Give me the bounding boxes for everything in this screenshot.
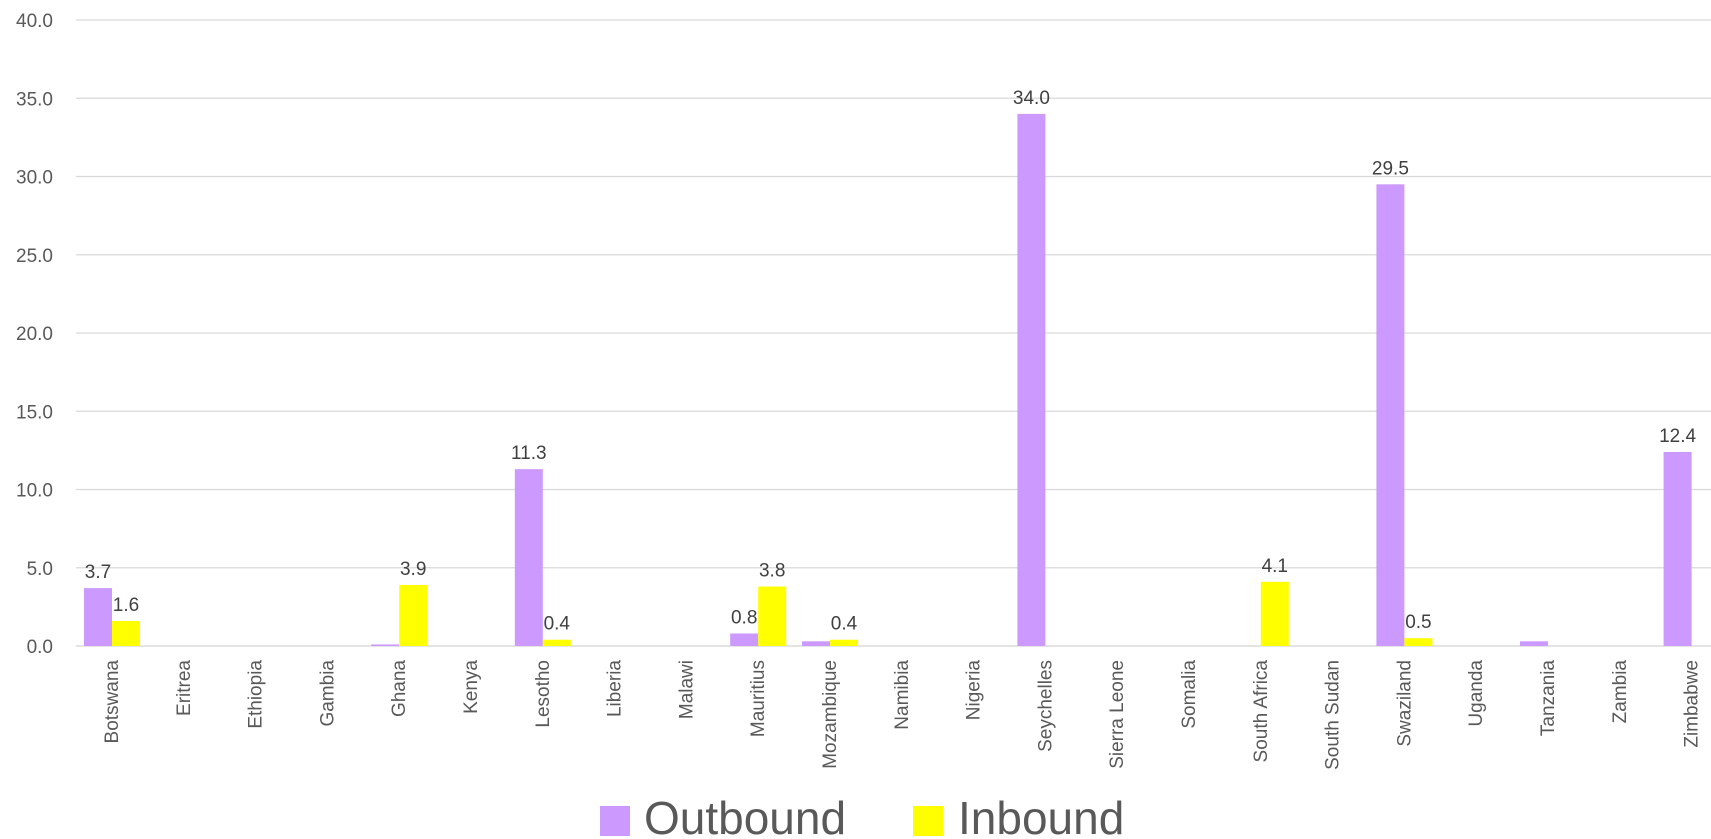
y-axis-tick-labels: 0.0 5.0 10.0 15.0 20.0 25.0 30.0 35.0 40.0 xyxy=(16,11,53,658)
bar-outbound xyxy=(1376,184,1405,646)
y-tick-label: 40.0 xyxy=(16,11,53,32)
bar-outbound xyxy=(371,644,400,646)
y-tick-label: 25.0 xyxy=(16,246,53,267)
data-label-inbound: 0.5 xyxy=(1405,612,1431,633)
bar-outbound xyxy=(730,633,759,646)
y-tick-label: 30.0 xyxy=(16,168,53,189)
data-label-inbound: 0.4 xyxy=(544,614,571,635)
x-category-label: Ghana xyxy=(389,660,410,717)
bar-inbound xyxy=(1404,638,1433,646)
x-category-label: Seychelles xyxy=(1035,660,1056,752)
bar-inbound xyxy=(399,584,428,646)
x-category-label: Zimbabwe xyxy=(1682,660,1703,748)
bar-outbound xyxy=(84,588,112,646)
bar-outbound xyxy=(1663,451,1692,646)
data-label-outbound: 34.0 xyxy=(1013,88,1050,109)
x-category-label: Zambia xyxy=(1610,660,1631,724)
bar-inbound xyxy=(1260,581,1289,646)
x-category-label: Swaziland xyxy=(1394,660,1415,747)
legend: Outbound Inbound xyxy=(600,792,1124,839)
x-category-label: Namibia xyxy=(892,660,913,730)
legend-label-outbound: Outbound xyxy=(644,792,846,839)
bar-outbound xyxy=(1520,641,1548,646)
data-label-outbound: 12.4 xyxy=(1659,426,1696,447)
data-label-outbound: 11.3 xyxy=(511,443,547,464)
bar-outbound xyxy=(514,469,543,646)
x-category-label: Eritrea xyxy=(174,660,195,716)
data-label-inbound: 3.9 xyxy=(400,559,426,580)
y-tick-label: 20.0 xyxy=(16,324,53,345)
data-label-outbound: 0.8 xyxy=(731,607,757,628)
y-tick-label: 5.0 xyxy=(27,559,53,580)
bar-inbound xyxy=(830,639,858,646)
y-tick-label: 0.0 xyxy=(27,637,53,658)
bars xyxy=(84,113,1692,646)
bar-outbound xyxy=(1017,113,1046,646)
y-tick-label: 35.0 xyxy=(16,89,53,110)
x-category-label: Sierra Leone xyxy=(1107,660,1128,769)
x-axis-category-labels: Botswana Eritrea Ethiopia Gambia Ghana Kenya L… xyxy=(102,660,1703,770)
x-category-label: Tanzania xyxy=(1538,660,1559,736)
x-category-label: Kenya xyxy=(461,660,482,714)
x-category-label: Mozambique xyxy=(820,660,841,769)
x-category-label: Botswana xyxy=(102,660,123,744)
x-category-label: Lesotho xyxy=(533,660,554,728)
x-category-label: Ethiopia xyxy=(246,660,267,729)
x-category-label: Mauritius xyxy=(748,660,769,737)
data-label-outbound: 29.5 xyxy=(1372,158,1409,179)
data-label-inbound: 4.1 xyxy=(1262,556,1288,577)
bar-inbound xyxy=(542,639,571,646)
y-tick-label: 10.0 xyxy=(16,481,53,502)
x-category-label: Somalia xyxy=(1179,660,1200,729)
bar-inbound xyxy=(112,620,140,646)
bar-inbound xyxy=(758,586,787,646)
data-label-inbound: 0.4 xyxy=(831,614,858,635)
x-category-label: Malawi xyxy=(676,660,697,719)
x-category-label: South Sudan xyxy=(1323,660,1344,770)
x-category-label: Nigeria xyxy=(964,660,985,721)
legend-swatch-outbound xyxy=(600,806,630,836)
data-label-inbound: 3.8 xyxy=(759,561,785,582)
x-category-label: Liberia xyxy=(605,660,626,717)
legend-label-inbound: Inbound xyxy=(958,792,1124,839)
bar-outbound xyxy=(802,641,830,646)
data-labels: 3.7 11.3 0.8 34.0 29.5 12.4 1.6 3.9 0.4 3.8 0.4 4.1… xyxy=(85,88,1697,635)
data-label-outbound: 3.7 xyxy=(85,562,111,583)
x-category-label: Uganda xyxy=(1466,660,1487,727)
gridlines xyxy=(76,19,1711,647)
y-tick-label: 15.0 xyxy=(16,402,53,423)
x-category-label: Gambia xyxy=(317,660,338,727)
x-category-label: South Africa xyxy=(1251,660,1272,763)
data-label-inbound: 1.6 xyxy=(113,595,139,616)
legend-swatch-inbound xyxy=(913,806,943,836)
